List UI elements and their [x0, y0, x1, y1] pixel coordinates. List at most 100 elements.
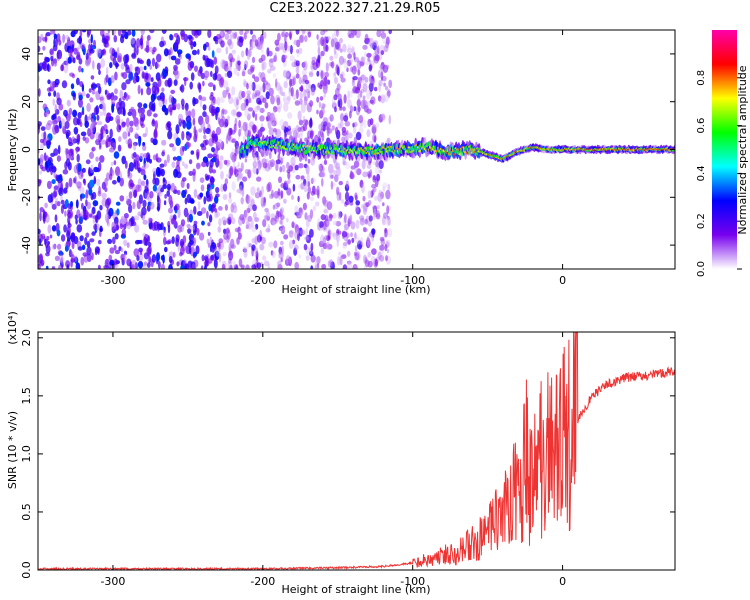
- heatmap-noise-cell: [330, 174, 334, 179]
- heatmap-noise-cell: [251, 56, 256, 64]
- heatmap-noise-cell: [239, 181, 244, 191]
- heatmap-noise-cell: [136, 255, 140, 262]
- heatmap-noise-cell: [297, 195, 300, 203]
- heatmap-noise-cell: [114, 249, 120, 255]
- heatmap-noise-cell: [97, 133, 102, 143]
- heatmap-noise-cell: [159, 40, 165, 48]
- heatmap-noise-cell: [295, 60, 300, 67]
- heatmap-noise-cell: [114, 233, 119, 240]
- heatmap-noise-cell: [139, 66, 144, 72]
- heatmap-noise-cell: [122, 72, 128, 79]
- heatmap-noise-cell: [286, 217, 289, 223]
- heatmap-noise-cell: [38, 66, 43, 71]
- heatmap-noise-cell: [333, 94, 338, 101]
- heatmap-noise-cell: [366, 108, 372, 114]
- heatmap-noise-cell: [369, 169, 373, 178]
- heatmap-noise-cell: [256, 176, 262, 182]
- heatmap-noise-cell: [133, 45, 137, 55]
- heatmap-noise-cell: [112, 142, 116, 147]
- heatmap-noise-cell: [289, 32, 292, 41]
- heatmap-noise-cell: [136, 38, 141, 48]
- heatmap-noise-cell: [366, 52, 372, 58]
- heatmap-noise-cell: [63, 187, 68, 194]
- heatmap-noise-cell: [385, 255, 388, 262]
- heatmap-noise-cell: [152, 167, 158, 174]
- heatmap-noise-cell: [329, 114, 334, 122]
- heatmap-noise-cell: [247, 223, 252, 230]
- heatmap-noise-cell: [247, 215, 253, 222]
- heatmap-noise-cell: [279, 227, 285, 232]
- heatmap-noise-cell: [39, 170, 43, 175]
- heatmap-noise-cell: [83, 209, 89, 219]
- heatmap-noise-cell: [44, 33, 48, 43]
- heatmap-noise-cell: [385, 216, 390, 226]
- heatmap-noise-cell: [156, 206, 160, 211]
- colorbar-tick-label: 0.6: [696, 118, 707, 134]
- heatmap-noise-cell: [51, 225, 57, 232]
- heatmap-noise-cell: [174, 39, 179, 49]
- heatmap-noise-cell: [68, 209, 74, 219]
- heatmap-noise-cell: [308, 72, 314, 78]
- heatmap-noise-cell: [224, 33, 230, 40]
- heatmap-noise-cell: [181, 104, 185, 110]
- heatmap-noise-cell: [215, 248, 221, 257]
- heatmap-noise-cell: [206, 210, 209, 219]
- heatmap-noise-cell: [341, 254, 347, 259]
- heatmap-noise-cell: [336, 30, 339, 38]
- heatmap-noise-cell: [79, 30, 83, 38]
- heatmap-noise-cell: [118, 136, 122, 143]
- heatmap-noise-cell: [350, 221, 356, 230]
- heatmap-noise-cell: [240, 162, 244, 171]
- heatmap-noise-cell: [236, 98, 239, 106]
- heatmap-noise-cell: [237, 161, 240, 168]
- heatmap-noise-cell: [179, 54, 182, 60]
- heatmap-noise-cell: [318, 101, 322, 109]
- heatmap-noise-cell: [89, 151, 94, 159]
- heatmap-noise-cell: [234, 168, 239, 178]
- heatmap-noise-cell: [236, 99, 240, 106]
- heatmap-noise-cell: [348, 132, 353, 139]
- heatmap-noise-cell: [288, 230, 294, 238]
- heatmap-noise-cell: [114, 62, 120, 68]
- heatmap-noise-cell: [302, 202, 307, 211]
- heatmap-noise-cell: [224, 30, 230, 33]
- heatmap-noise-cell: [259, 115, 265, 122]
- heatmap-noise-cell: [222, 90, 227, 98]
- heatmap-noise-cell: [373, 208, 377, 218]
- heatmap-noise-cell: [74, 214, 78, 220]
- heatmap-noise-cell: [248, 48, 252, 58]
- heatmap-noise-cell: [292, 77, 296, 86]
- heatmap-noise-cell: [39, 142, 45, 150]
- heatmap-noise-cell: [344, 200, 350, 206]
- heatmap-noise-cell: [53, 62, 57, 67]
- heatmap-noise-cell: [47, 92, 52, 97]
- heatmap-noise-cell: [51, 244, 57, 250]
- heatmap-noise-cell: [324, 218, 330, 227]
- heatmap-noise-cell: [310, 265, 314, 269]
- heatmap-noise-cell: [267, 263, 271, 269]
- heatmap-noise-cell: [367, 251, 372, 258]
- bottom-y-axis-label: SNR (10 * v/v): [6, 411, 19, 489]
- heatmap-noise-cell: [138, 137, 142, 147]
- heatmap-noise-cell: [76, 134, 80, 141]
- heatmap-noise-cell: [143, 174, 147, 181]
- heatmap-noise-cell: [243, 32, 247, 40]
- heatmap-noise-cell: [217, 117, 221, 125]
- heatmap-noise-cell: [160, 168, 165, 177]
- heatmap-noise-cell: [335, 220, 342, 227]
- heatmap-noise-cell: [268, 87, 274, 97]
- heatmap-noise-cell: [244, 168, 250, 174]
- heatmap-noise-cell: [52, 98, 55, 107]
- heatmap-noise-cell: [296, 39, 301, 48]
- heatmap-noise-cell: [284, 33, 287, 44]
- heatmap-noise-cell: [293, 247, 298, 256]
- heatmap-noise-cell: [137, 102, 143, 108]
- heatmap-noise-cell: [127, 143, 133, 149]
- heatmap-noise-cell: [136, 200, 141, 210]
- heatmap-noise-cell: [58, 120, 63, 129]
- heatmap-noise-cell: [141, 206, 147, 216]
- x-tick-label: -200: [250, 575, 275, 588]
- heatmap-noise-cell: [45, 265, 49, 269]
- heatmap-noise-cell: [277, 260, 282, 268]
- heatmap-noise-cell: [81, 167, 86, 173]
